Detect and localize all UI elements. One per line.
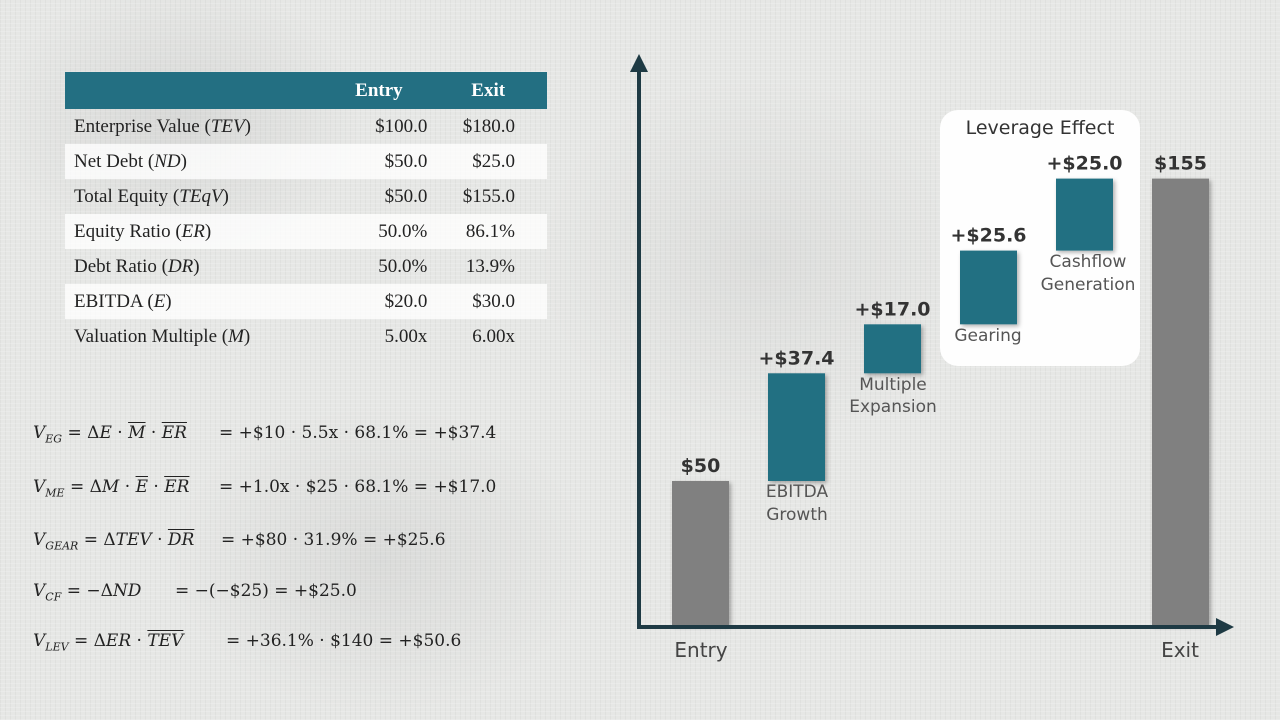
table-header-entry: Entry [330, 72, 430, 109]
bar-ebitda-growth [768, 373, 825, 481]
data-label-ebitda-growth: +$37.4 [758, 347, 834, 369]
table-header-row: Entry Exit [65, 72, 547, 109]
table-row: Debt Ratio (DR) 50.0% 13.9% [65, 249, 547, 284]
x-axis-label-entry: Entry [674, 638, 727, 662]
row-label: EBITDA (E) [65, 284, 331, 319]
bar-cashflow-generation [1056, 178, 1113, 251]
category-label-cashflow-generation: Cashflow [1050, 252, 1127, 272]
bar-gearing [960, 250, 1017, 325]
row-label: Total Equity (TEqV) [74, 185, 229, 207]
formula-gear: VGEAR = ΔTEV · DR = +$80 · 31.9% = +$25.… [33, 530, 446, 553]
table-row: Valuation Multiple (M) 5.00x 6.00x [65, 319, 547, 354]
formula-eg-result: = +$10 · 5.5x · 68.1% = +$37.4 [219, 423, 497, 443]
table-header-exit: Exit [429, 72, 547, 109]
row-exit-value: $25.0 [429, 144, 547, 179]
bar-multiple-expansion [864, 324, 921, 374]
table-row: Net Debt (ND) $50.0 $25.0 [65, 144, 547, 179]
row-label: Debt Ratio (DR) [74, 255, 200, 277]
category-label-ebitda-growth: Growth [766, 505, 828, 525]
row-entry-value: $100.0 [375, 115, 428, 137]
row-label: Valuation Multiple (M) [74, 325, 251, 347]
formula-gear-result: = +$80 · 31.9% = +$25.6 [221, 530, 446, 550]
row-entry-value: $20.0 [330, 284, 430, 319]
formula-me: VME = ΔM · E · ER = +1.0x · $25 · 68.1% … [33, 477, 497, 500]
row-label: Equity Ratio (ER) [65, 214, 331, 249]
category-label-multiple-expansion: Expansion [849, 397, 937, 417]
data-label-multiple-expansion: +$17.0 [854, 298, 930, 320]
table-row: Enterprise Value (TEV) $100.0 $180.0 [65, 109, 547, 144]
y-axis-arrow [630, 54, 648, 72]
row-exit-value: $155.0 [462, 185, 515, 207]
row-exit-value: 13.9% [465, 255, 515, 277]
formula-lev: VLEV = ΔER · TEV = +36.1% · $140 = +$50.… [33, 631, 462, 654]
valuation-table: Entry Exit Enterprise Value (TEV) $100.0 $… [65, 72, 547, 354]
row-entry-value: 50.0% [330, 214, 430, 249]
row-entry-value: 50.0% [378, 255, 428, 277]
category-label-multiple-expansion: Multiple [859, 375, 927, 395]
category-label-gearing: Gearing [954, 326, 1021, 346]
data-label-cashflow-generation: +$25.0 [1046, 153, 1122, 175]
category-label-cashflow-generation: Generation [1041, 275, 1136, 295]
row-entry-value: $50.0 [330, 144, 430, 179]
formula-lev-result: = +36.1% · $140 = +$50.6 [226, 631, 462, 651]
data-label-exit: $155 [1154, 153, 1207, 175]
formula-eg: VEG = ΔE · M · ER = +$10 · 5.5x · 68.1% … [33, 423, 497, 446]
row-exit-value: 86.1% [429, 214, 547, 249]
x-axis-arrow [1216, 618, 1234, 636]
formula-me-result: = +1.0x · $25 · 68.1% = +$17.0 [219, 477, 497, 497]
row-exit-value: 6.00x [472, 325, 515, 347]
table-header-label [65, 72, 331, 109]
bar-exit [1152, 178, 1209, 625]
row-label: Net Debt (ND) [65, 144, 331, 179]
row-entry-value: 5.00x [384, 325, 428, 347]
table-row: EBITDA (E) $20.0 $30.0 [65, 284, 547, 319]
x-axis-label-exit: Exit [1161, 638, 1199, 662]
table-row: Total Equity (TEqV) $50.0 $155.0 [65, 179, 547, 214]
table-row: Equity Ratio (ER) 50.0% 86.1% [65, 214, 547, 249]
row-entry-value: $50.0 [384, 185, 428, 207]
row-label: Enterprise Value (TEV) [74, 115, 251, 137]
leverage-effect-title: Leverage Effect [966, 117, 1115, 139]
data-label-gearing: +$25.6 [950, 225, 1026, 247]
formula-cf: VCF = −ΔND = −(−$25) = +$25.0 [33, 581, 357, 604]
row-exit-value: $30.0 [429, 284, 547, 319]
data-label-entry: $50 [681, 455, 721, 477]
category-label-ebitda-growth: EBITDA [766, 482, 829, 502]
formula-cf-result: = −(−$25) = +$25.0 [175, 581, 357, 601]
bar-entry [672, 481, 729, 625]
row-exit-value: $180.0 [462, 115, 515, 137]
